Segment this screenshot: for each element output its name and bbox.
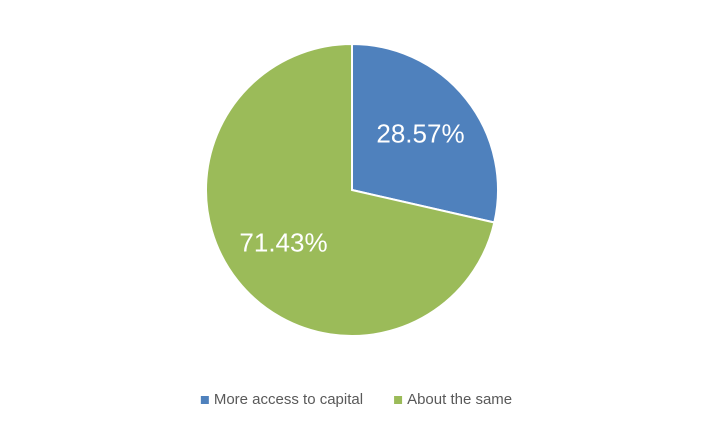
legend-swatch [200, 396, 209, 404]
legend-swatch [394, 396, 403, 404]
legend-label: More access to capital [214, 391, 363, 408]
data-label: 28.57% [376, 118, 464, 148]
pie-slice [205, 42, 496, 337]
pie-slice [351, 42, 499, 224]
data-label: 71.43% [239, 227, 327, 257]
legend-label: About the same [407, 391, 512, 408]
